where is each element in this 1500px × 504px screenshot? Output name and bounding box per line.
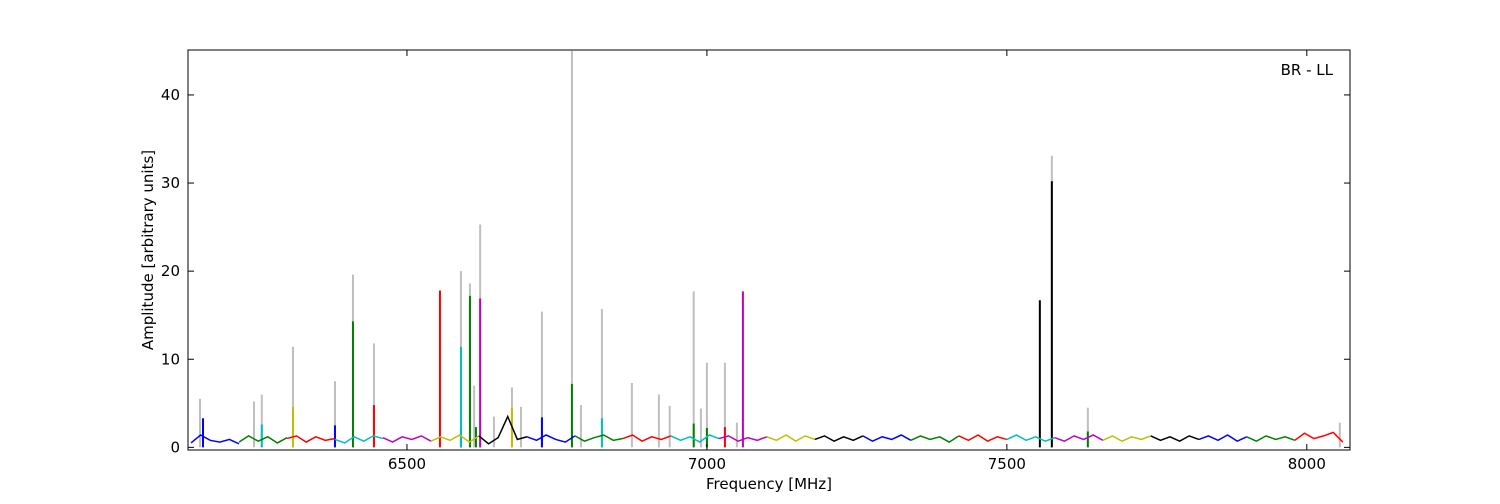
spectrum-segment [862,434,912,443]
spectrum-segment [382,435,432,443]
x-tick-label: 6500 [388,455,426,473]
spectrum-segment [1054,434,1104,443]
x-axis-label: Frequency [MHz] [706,475,832,493]
x-tick-label: 7500 [988,455,1026,473]
y-tick-label: 0 [170,438,180,456]
annotation: BR - LL [1281,61,1334,79]
spectrum-segment [958,434,1008,443]
spectrum-segment [286,435,336,443]
y-axis-label: Amplitude [arbitrary units] [139,150,157,350]
spectrum-segment [238,435,288,444]
spectrum-segment [190,434,240,445]
x-tick-label: 7000 [688,455,726,473]
y-tick-label: 40 [161,86,180,104]
spectrum-segment [766,434,816,443]
spectrum-segment [334,435,384,444]
spectrum-segment [574,434,624,443]
spectrum-segment [670,434,720,443]
spectrum-segment [814,435,864,443]
spectrum-segment [1294,431,1344,443]
spectrum-segment [1102,435,1152,443]
spectrum-segment [430,434,480,443]
spectrum-segment [718,435,768,443]
plot-frame [187,49,1351,451]
y-tick-label: 20 [161,262,180,280]
spectrum-segment [1246,435,1296,443]
y-tick-label: 10 [161,350,180,368]
spectrum-segment [1198,434,1248,443]
spectrum-segment [478,414,528,445]
spectrum-segment [1150,435,1200,443]
spectrum-segment [526,434,576,443]
spectrum-segment [622,434,672,443]
y-tick-label: 30 [161,174,180,192]
spectrum-segment [1006,434,1056,442]
spectrum-segment [910,435,960,443]
x-tick-label: 8000 [1288,455,1326,473]
